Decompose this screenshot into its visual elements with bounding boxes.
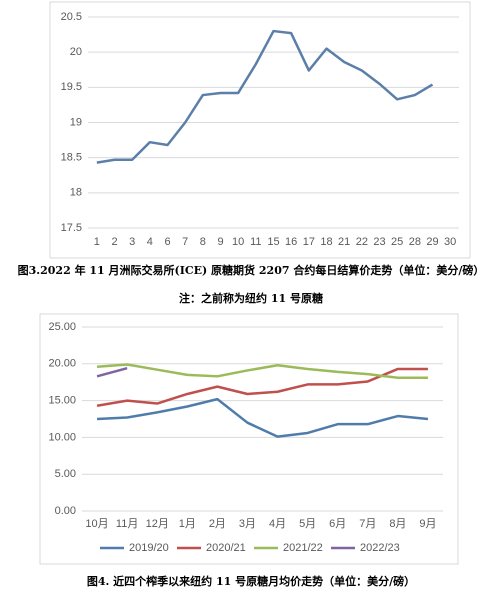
- x-tick-label: 21: [338, 236, 350, 248]
- legend-label: 2021/22: [283, 542, 323, 554]
- legend-label: 2022/23: [360, 542, 400, 554]
- x-tick-label: 9月: [419, 518, 436, 530]
- x-tick-label: 15: [267, 236, 279, 248]
- x-tick-label: 29: [426, 236, 438, 248]
- x-tick-label: 8: [200, 236, 206, 248]
- y-tick-label: 20.5: [61, 11, 82, 23]
- x-tick-label: 28: [409, 236, 421, 248]
- x-tick-label: 6月: [329, 518, 346, 530]
- x-tick-label: 30: [444, 236, 456, 248]
- line: [96, 29, 434, 164]
- x-tick-label: 7: [182, 236, 188, 248]
- caption: 图4. 近四个榨季以来纽约 11 号原糖月均价走势（单位：美分/磅）: [86, 575, 416, 588]
- x-tick-label: 1: [94, 236, 100, 248]
- x-tick-label: 17: [303, 236, 315, 248]
- y-tick-label: 20.00: [48, 358, 76, 370]
- caption: 图3.2022 年 11 月洲际交易所(ICE) 原糖期货 2207 合约每日结…: [17, 264, 485, 277]
- x-tick-label: 22: [356, 236, 368, 248]
- x-tick-label: 10: [232, 236, 244, 248]
- x-tick-label: 3: [129, 236, 135, 248]
- x-tick-label: 11: [250, 236, 261, 248]
- legend-label: 2019/20: [129, 542, 169, 554]
- x-tick-label: 2: [111, 236, 117, 248]
- line: [96, 367, 128, 378]
- x-tick-label: 5月: [299, 518, 316, 530]
- y-tick-label: 15.00: [48, 395, 76, 407]
- chart-border: [39, 313, 459, 565]
- line: [96, 363, 428, 380]
- x-tick-label: 1月: [179, 518, 196, 530]
- x-tick-label: 25: [391, 236, 403, 248]
- chart-border: [49, 1, 471, 259]
- y-tick-label: 5.00: [55, 468, 76, 480]
- x-tick-label: 7月: [359, 518, 376, 530]
- x-tick-label: 8月: [389, 518, 406, 530]
- line: [96, 397, 429, 438]
- legend-label: 2020/21: [206, 542, 246, 554]
- x-tick-label: 23: [373, 236, 385, 248]
- y-tick-label: 10.00: [48, 431, 76, 443]
- x-tick-label: 4月: [269, 518, 286, 530]
- x-tick-label: 16: [285, 236, 297, 248]
- x-tick-label: 4: [147, 236, 153, 248]
- y-tick-label: 18.5: [61, 152, 82, 164]
- x-tick-label: 9: [217, 236, 223, 248]
- x-tick-label: 3月: [239, 518, 256, 530]
- note: 注：之前称为纽约 11 号原糖: [179, 292, 323, 305]
- x-tick-label: 6: [164, 236, 170, 248]
- x-tick-label: 11月: [116, 518, 138, 530]
- y-tick-label: 20: [70, 46, 82, 58]
- x-tick-label: 10月: [85, 518, 108, 530]
- chart-2: 0.00 5.00 10.00 15.00 20.00 25.00 10月 11月 12月 1月 2…: [39, 313, 459, 565]
- y-tick-label: 25.00: [48, 321, 76, 333]
- y-tick-label: 17.5: [61, 222, 82, 234]
- x-tick-label: 18: [320, 236, 332, 248]
- x-tick-label: 12月: [146, 518, 169, 530]
- y-tick-label: 18: [70, 187, 82, 199]
- y-tick-label: 19: [70, 116, 82, 128]
- x-tick-label: 2月: [209, 518, 226, 530]
- y-tick-label: 19.5: [61, 81, 82, 93]
- line: [96, 367, 428, 407]
- y-tick-label: 0.00: [55, 505, 76, 517]
